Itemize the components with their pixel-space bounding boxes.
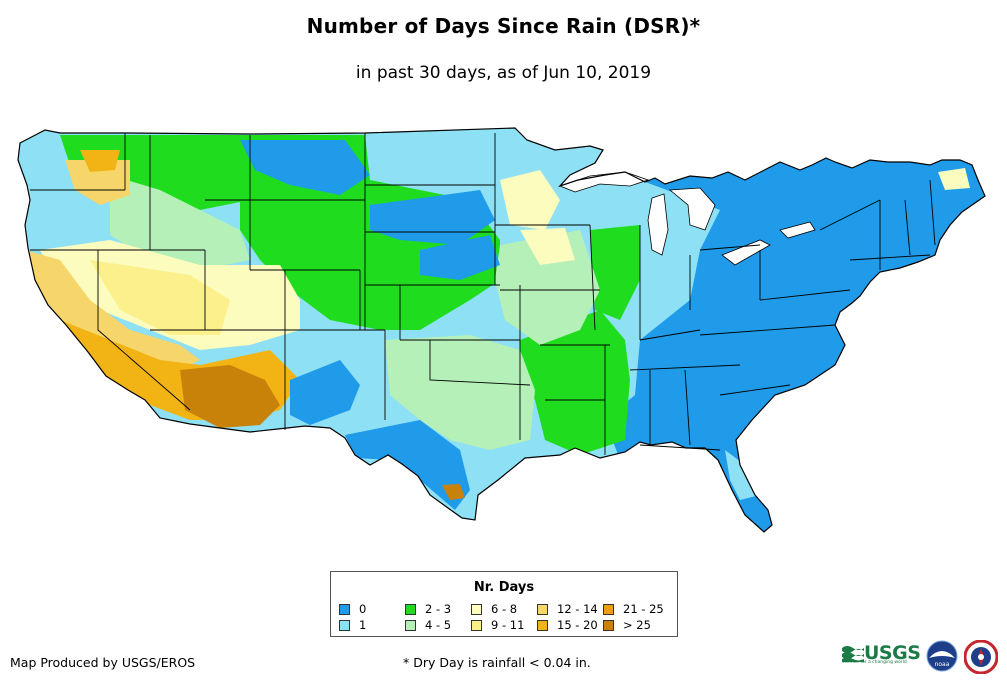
legend-label: 12 - 14 xyxy=(557,602,598,616)
legend-item-4: 6 - 8 xyxy=(471,602,517,616)
lake-superior xyxy=(558,171,650,193)
zone-stx-gt25 xyxy=(442,484,465,500)
lake-huron xyxy=(668,187,716,231)
zone-oregon-12-14 xyxy=(65,160,130,205)
legend-swatch xyxy=(603,603,614,615)
legend-label: > 25 xyxy=(623,618,651,632)
legend-item-1: 1 xyxy=(339,618,366,632)
credit-text: Map Produced by USGS/EROS xyxy=(10,655,196,670)
usgs-logo: USGS xyxy=(842,642,921,664)
zone-nm-0day xyxy=(290,360,360,425)
legend-label: 9 - 11 xyxy=(491,618,525,632)
footnote-text: * Dry Day is rainfall < 0.04 in. xyxy=(403,655,591,670)
legend-label: 21 - 25 xyxy=(623,602,664,616)
legend-swatch xyxy=(405,619,416,631)
legend-swatch xyxy=(405,603,416,615)
legend-swatch xyxy=(339,603,350,615)
legend-swatch xyxy=(537,619,548,631)
nws-emblem-icon xyxy=(964,640,998,674)
legend-swatch xyxy=(471,619,482,631)
legend-item-7: 15 - 20 xyxy=(537,618,598,632)
zone-ne-0day xyxy=(420,235,500,280)
legend-title: Nr. Days xyxy=(473,580,535,595)
usgs-wave-icon xyxy=(842,646,864,662)
legend-item-6: 12 - 14 xyxy=(537,602,598,616)
usgs-tagline: science for a changing world xyxy=(842,660,907,665)
legend-item-0: 0 xyxy=(339,602,366,616)
zone-ia-6-8 xyxy=(520,228,575,265)
legend-label: 1 xyxy=(359,618,367,632)
legend-swatch xyxy=(339,619,350,631)
legend-label: 2 - 3 xyxy=(425,602,452,616)
legend-item-3: 4 - 5 xyxy=(405,618,451,632)
legend-swatch xyxy=(537,603,548,615)
zone-az-gt25 xyxy=(180,365,280,428)
legend-label: 15 - 20 xyxy=(557,618,598,632)
map-title: Number of Days Since Rain (DSR)* xyxy=(306,14,701,38)
legend-item-2: 2 - 3 xyxy=(405,602,451,616)
zone-nevada-9-11 xyxy=(90,260,230,335)
great-lakes xyxy=(558,171,816,266)
zone-mississippi-2-3 xyxy=(520,310,630,455)
legend-item-5: 9 - 11 xyxy=(471,618,524,632)
legend-item-8: 21 - 25 xyxy=(603,602,664,616)
zone-sd-0day xyxy=(370,190,495,245)
lake-ontario xyxy=(779,221,816,239)
noaa-wordmark: noaa xyxy=(935,661,950,668)
zone-ca-12-14 xyxy=(25,250,200,380)
zone-fl-1day xyxy=(725,450,760,500)
usgs-wordmark: USGS xyxy=(864,642,921,664)
zone-illinois-2-3 xyxy=(590,225,640,320)
lake-erie xyxy=(721,239,771,266)
zone-mt-0day xyxy=(240,140,370,195)
map-subtitle: in past 30 days, as of Jun 10, 2019 xyxy=(355,63,652,83)
zone-texas-4-5 xyxy=(385,335,535,450)
legend: Nr. Days 0 1 2 - 3 4 - 5 6 - 8 9 - 11 12… xyxy=(330,571,678,637)
legend-label: 6 - 8 xyxy=(491,602,518,616)
legend-item-9: > 25 xyxy=(603,618,651,632)
noaa-logo-icon: noaa xyxy=(926,640,958,672)
legend-label: 4 - 5 xyxy=(425,618,452,632)
state-boundaries xyxy=(30,133,936,455)
agency-logos: USGS science for a changing world noaa xyxy=(842,634,1002,680)
legend-swatch xyxy=(471,603,482,615)
zone-mn-6-8 xyxy=(500,170,560,230)
zone-me-6-8 xyxy=(938,168,970,190)
legend-label: 0 xyxy=(359,602,367,616)
legend-swatch xyxy=(603,619,614,631)
zone-idaho-4-5 xyxy=(110,175,250,270)
zone-wa-15-20 xyxy=(80,150,120,172)
zone-stx-0day xyxy=(345,420,470,510)
lake-michigan xyxy=(647,193,669,256)
